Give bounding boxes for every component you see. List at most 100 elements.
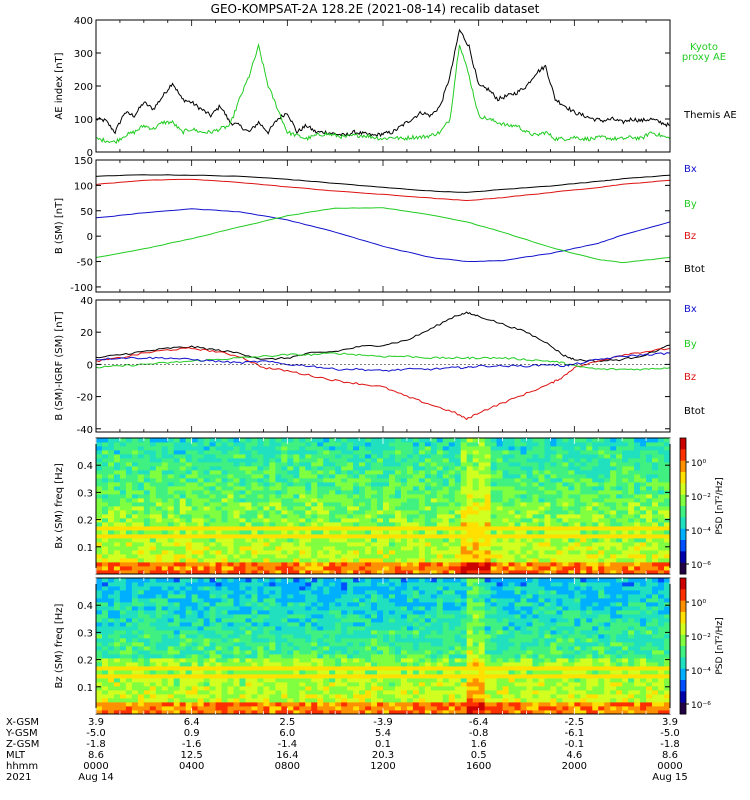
spectrogram-cell — [430, 494, 438, 499]
spectrogram-cell — [209, 622, 216, 627]
spectrogram-cell — [149, 594, 157, 599]
spectrogram-cell — [341, 530, 348, 535]
spectrogram-cell — [598, 462, 605, 467]
spectrogram-cell — [245, 706, 252, 711]
spectrogram-cell — [640, 458, 647, 463]
spectrogram-cell — [245, 498, 252, 503]
spectrogram-cell — [532, 502, 539, 507]
spectrogram-cell — [275, 506, 282, 511]
spectrogram-cell — [311, 466, 318, 471]
spectrogram-cell — [245, 450, 252, 455]
spectrogram-cell — [317, 614, 324, 619]
spectrogram-cell — [203, 618, 211, 623]
spectrogram-cell — [257, 442, 264, 447]
spectrogram-cell — [466, 478, 474, 483]
spectrogram-cell — [119, 446, 127, 451]
spectrogram-cell — [353, 538, 360, 543]
spectrogram-cell — [538, 510, 545, 515]
spectrogram-cell — [592, 510, 599, 515]
spectrogram-cell — [209, 662, 216, 667]
spectrogram-cell — [125, 478, 133, 483]
colorbar-band — [680, 528, 686, 541]
spectrogram-cell — [652, 494, 659, 499]
spectrogram-cell — [628, 570, 635, 575]
spectrogram-cell — [96, 498, 103, 503]
spectrogram-cell — [496, 478, 503, 483]
spectrogram-cell — [125, 670, 133, 675]
spectrogram-cell — [490, 530, 498, 535]
spectrogram-cell — [179, 586, 187, 591]
spectrogram-cell — [544, 454, 551, 459]
spectrogram-cell — [520, 538, 527, 543]
spectrogram-cell — [371, 510, 378, 515]
spectrogram-cell — [245, 694, 252, 699]
spectrogram-cell — [251, 626, 258, 631]
spectrogram-cell — [263, 438, 270, 443]
spectrogram-cell — [329, 626, 336, 631]
spectrogram-cell — [113, 450, 121, 455]
spectrogram-cell — [496, 566, 503, 571]
spectrogram-cell — [185, 690, 193, 695]
spectrogram-cell — [646, 546, 653, 551]
spectrogram-cell — [257, 642, 264, 647]
spectrogram-cell — [209, 454, 216, 459]
spectrogram-cell — [287, 458, 294, 463]
spectrogram-cell — [293, 606, 300, 611]
spectrogram-cell — [646, 490, 653, 495]
spectrogram-cell — [263, 454, 270, 459]
spectrogram-cell — [263, 514, 270, 519]
spectrogram-cell — [622, 518, 629, 523]
spectrogram-cell — [604, 566, 611, 571]
spectrogram-cell — [526, 522, 533, 527]
spectrogram-cell — [131, 458, 139, 463]
spectrogram-cell — [448, 494, 456, 499]
spectrogram-cell — [125, 546, 133, 551]
spectrogram-cell — [287, 454, 294, 459]
spectrogram-cell — [323, 514, 330, 519]
spectrogram-cell — [406, 538, 414, 543]
spectrogram-cell — [658, 450, 665, 455]
spectrogram-cell — [269, 542, 276, 547]
spectrogram-cell — [311, 570, 318, 575]
spectrogram-cell — [227, 582, 234, 587]
spectrogram-cell — [239, 538, 246, 543]
spectrogram-cell — [598, 506, 605, 511]
spectrogram-cell — [377, 570, 384, 575]
spectrogram-cell — [430, 514, 438, 519]
spectrogram-cell — [215, 622, 222, 627]
y-tick-label: 400 — [74, 16, 93, 27]
spectrogram-cell — [149, 642, 157, 647]
spectrogram-cell — [173, 542, 181, 547]
spectrogram-cell — [287, 486, 294, 491]
spectrogram-cell — [167, 506, 175, 511]
spectrogram-cell — [550, 490, 557, 495]
spectrogram-cell — [281, 538, 288, 543]
spectrogram-cell — [197, 634, 205, 639]
spectrogram-cell — [472, 522, 480, 527]
spectrogram-cell — [185, 670, 193, 675]
spectrogram-cell — [496, 462, 503, 467]
spectrogram-cell — [107, 498, 115, 503]
spectrogram-cell — [149, 498, 157, 503]
spectrogram-cell — [550, 470, 557, 475]
spectrogram-cell — [155, 578, 163, 583]
spectrogram-cell — [472, 506, 480, 511]
spectrogram-cell — [484, 506, 492, 511]
spectrogram-cell — [191, 478, 199, 483]
spectrogram-cell — [394, 458, 402, 463]
spectrogram-cell — [125, 606, 133, 611]
spectrogram-cell — [149, 510, 157, 515]
spectrogram-cell — [353, 542, 360, 547]
spectrogram-cell — [197, 518, 205, 523]
spectrogram-cell — [96, 482, 103, 487]
spectrogram-cell — [101, 546, 109, 551]
spectrogram-cell — [406, 482, 414, 487]
spectrogram-cell — [149, 654, 157, 659]
spectrogram-cell — [305, 454, 312, 459]
spectrogram-cell — [430, 530, 438, 535]
spectrogram-cell — [424, 554, 432, 559]
spectrogram-cell — [203, 642, 211, 647]
spectrogram-cell — [179, 690, 187, 695]
spectrogram-cell — [341, 562, 348, 567]
colorbar-band — [680, 449, 686, 462]
